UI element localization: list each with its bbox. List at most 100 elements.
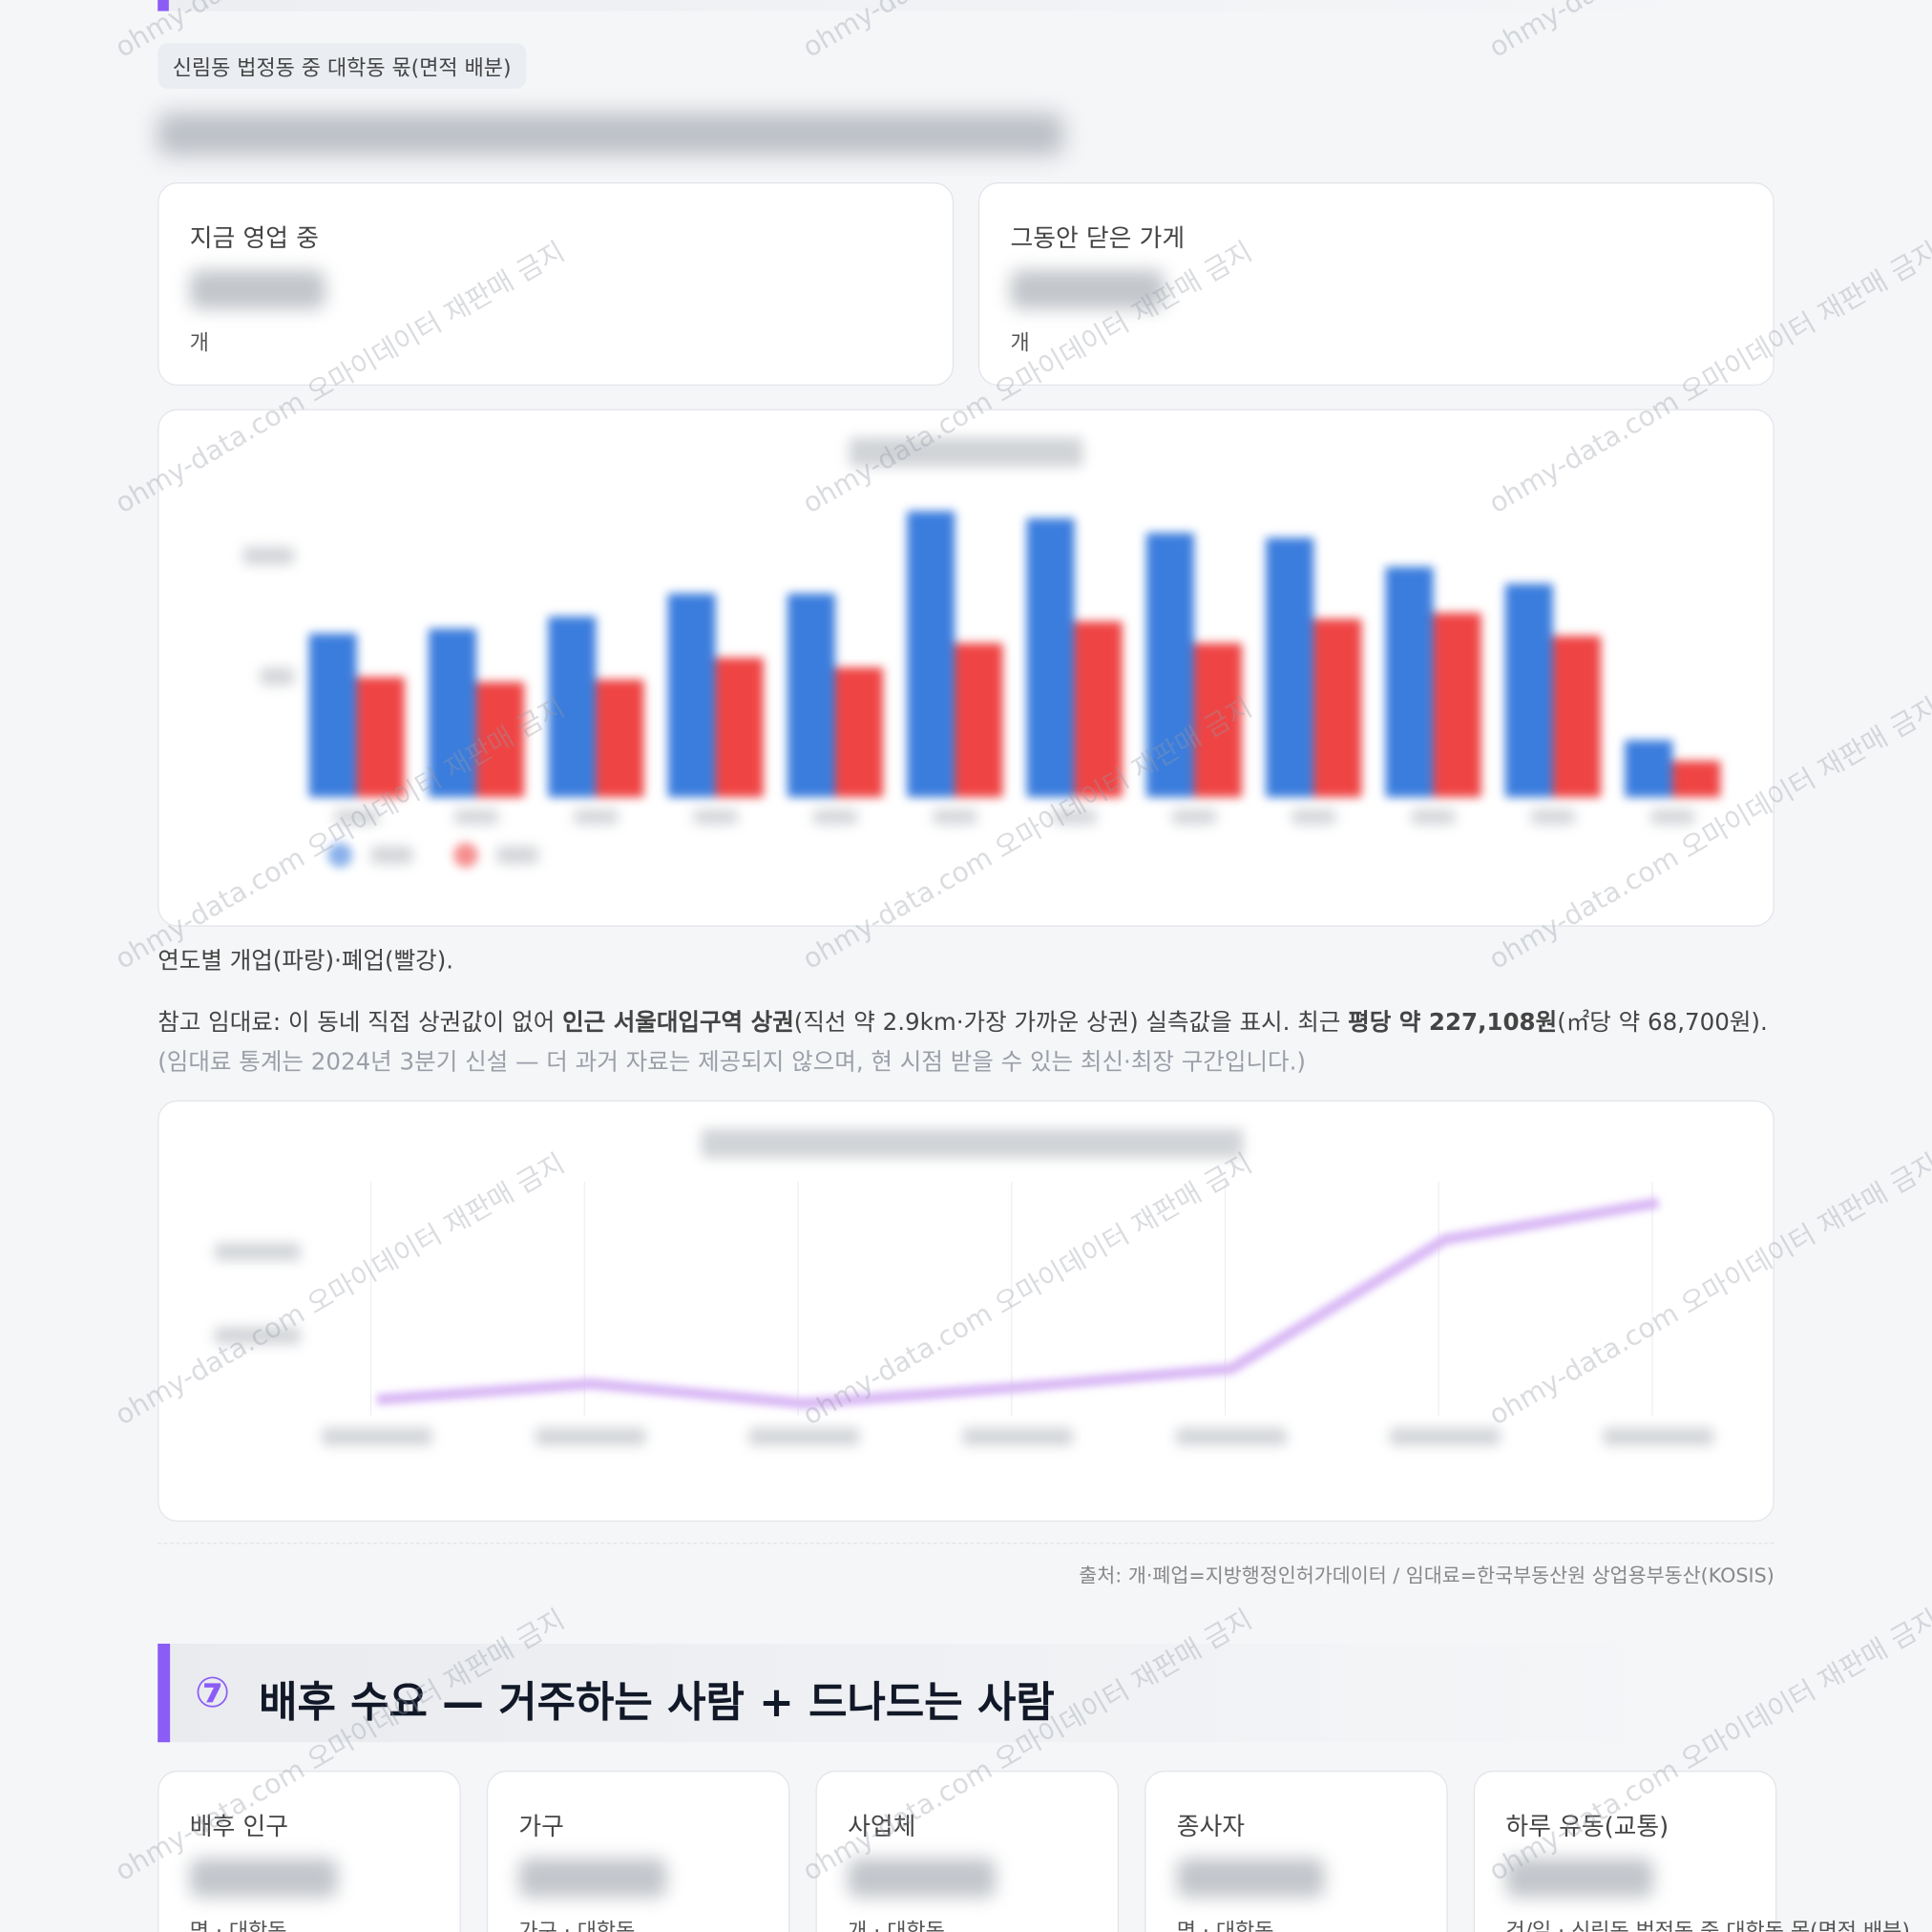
bar-chart xyxy=(242,437,1721,868)
demand-label: 배후 인구 xyxy=(189,1811,289,1841)
section-accent xyxy=(158,1643,171,1743)
bar xyxy=(1193,642,1243,798)
demand-unit: 명 · 대학동 xyxy=(1177,1914,1274,1932)
demand-unit: 명 · 대학동 xyxy=(190,1914,287,1932)
stat-unit: 개 xyxy=(1010,331,1030,357)
blurred-value xyxy=(1176,1858,1325,1898)
demand-label: 하루 유동(교통) xyxy=(1505,1811,1670,1841)
blurred-label xyxy=(214,1243,301,1261)
bar xyxy=(428,628,477,798)
divider xyxy=(158,1543,1774,1544)
chart-card xyxy=(158,409,1774,927)
bar xyxy=(667,593,716,798)
blurred-label xyxy=(1649,809,1695,825)
bar xyxy=(1552,636,1602,798)
blurred-value xyxy=(189,1858,338,1898)
line-chart xyxy=(214,1128,1714,1446)
section-header: ⑦ 배후 수요 — 거주하는 사람 + 드나드는 사람 xyxy=(158,1643,1705,1743)
section-number: ⑦ xyxy=(194,1668,231,1718)
blurred-label xyxy=(1411,809,1456,825)
blurred-label xyxy=(693,809,738,825)
blurred-label xyxy=(1052,809,1097,825)
bar xyxy=(596,679,644,798)
blurred-label xyxy=(933,809,977,825)
demand-card: 가구가구 · 대학동 xyxy=(486,1770,790,1932)
text: (㎡당 약 68,700원). xyxy=(1557,1009,1768,1037)
stat-card: 지금 영업 중 개 xyxy=(158,182,955,387)
blurred-label xyxy=(701,1128,1244,1159)
blurred-value xyxy=(1010,269,1165,309)
blurred-label xyxy=(1175,1428,1288,1446)
bar xyxy=(1074,620,1123,798)
blurred-label xyxy=(496,846,539,864)
blurred-label xyxy=(453,809,499,825)
blurred-heading xyxy=(158,113,1063,156)
stat-label: 지금 영업 중 xyxy=(189,222,319,253)
demand-unit: 가구 · 대학동 xyxy=(518,1914,635,1932)
bar xyxy=(787,593,836,798)
blurred-label xyxy=(334,809,379,825)
blurred-label xyxy=(1603,1428,1714,1446)
rent-note: 참고 임대료: 이 동네 직접 상권값이 없어 인근 서울대입구역 상권(직선 … xyxy=(158,1003,1774,1082)
blurred-label xyxy=(1530,809,1576,825)
blurred-label xyxy=(260,667,295,685)
blurred-value xyxy=(848,1858,996,1898)
text: (직선 약 2.9km·가장 가까운 상권) 실측값을 표시. 최근 xyxy=(793,1009,1349,1037)
emphasis: 인근 서울대입구역 상권 xyxy=(562,1009,794,1037)
bar xyxy=(835,667,884,798)
blurred-label xyxy=(370,846,413,864)
blurred-label xyxy=(1389,1428,1501,1446)
section-title: 배후 수요 — 거주하는 사람 + 드나드는 사람 xyxy=(259,1678,1055,1728)
bar xyxy=(1504,583,1553,798)
blurred-label xyxy=(748,1428,860,1446)
demand-label: 사업체 xyxy=(848,1811,916,1841)
demand-card: 사업체개 · 대학동 xyxy=(815,1770,1120,1932)
demand-label: 가구 xyxy=(518,1811,564,1841)
chart-caption: 연도별 개업(파랑)·폐업(빨강). xyxy=(158,947,454,976)
muted-text: (임대료 통계는 2024년 3분기 신설 — 더 과거 자료는 제공되지 않으… xyxy=(158,1048,1306,1076)
bars xyxy=(308,511,1721,798)
stat-card: 그동안 닫은 가게 개 xyxy=(977,182,1774,387)
bar xyxy=(715,658,764,798)
blurred-value xyxy=(518,1858,667,1898)
blurred-label xyxy=(214,1327,301,1345)
legend-swatch xyxy=(453,842,478,868)
blurred-label xyxy=(321,1428,433,1446)
demand-unit: 개 · 대학동 xyxy=(848,1914,945,1932)
demand-label: 종사자 xyxy=(1176,1811,1245,1841)
bar xyxy=(907,511,956,798)
text: 참고 임대료: 이 동네 직접 상권값이 없어 xyxy=(158,1009,563,1037)
chart-card xyxy=(158,1100,1774,1522)
bar xyxy=(1266,537,1314,798)
line-series xyxy=(376,1197,1660,1410)
demand-card: 하루 유동(교통) 건/일 · 신림동 법정동 중 대학동 몫(면적 배분) xyxy=(1473,1770,1910,1932)
blurred-value xyxy=(189,269,326,309)
top-bar xyxy=(158,0,1774,11)
demand-card: 배후 인구명 · 대학동 xyxy=(158,1770,461,1932)
stat-unit: 개 xyxy=(189,331,209,357)
bar xyxy=(1385,566,1434,798)
demand-unit: 건/일 · 신림동 법정동 중 대학동 몫(면적 배분) xyxy=(1505,1914,1910,1932)
tag: 신림동 법정동 중 대학동 몫(면적 배분) xyxy=(158,43,527,89)
bar xyxy=(1433,613,1481,798)
stat-label: 그동안 닫은 가게 xyxy=(1010,222,1186,253)
demand-card: 종사자명 · 대학동 xyxy=(1144,1770,1448,1932)
bar xyxy=(1672,761,1721,798)
blurred-label xyxy=(1171,809,1217,825)
bar xyxy=(1625,740,1673,798)
blurred-label xyxy=(962,1428,1074,1446)
bar xyxy=(356,677,405,798)
blurred-label xyxy=(812,809,858,825)
blurred-label xyxy=(535,1428,646,1446)
blurred-label xyxy=(242,547,295,565)
blurred-label xyxy=(574,809,619,825)
bar xyxy=(1313,619,1362,798)
bar xyxy=(548,616,597,798)
blurred-value xyxy=(1505,1858,1654,1898)
source: 출처: 개·폐업=지방행정인허가데이터 / 임대료=한국부동산원 상업용부동산(… xyxy=(1079,1564,1774,1587)
top-accent xyxy=(158,0,169,11)
bar xyxy=(955,642,1003,798)
